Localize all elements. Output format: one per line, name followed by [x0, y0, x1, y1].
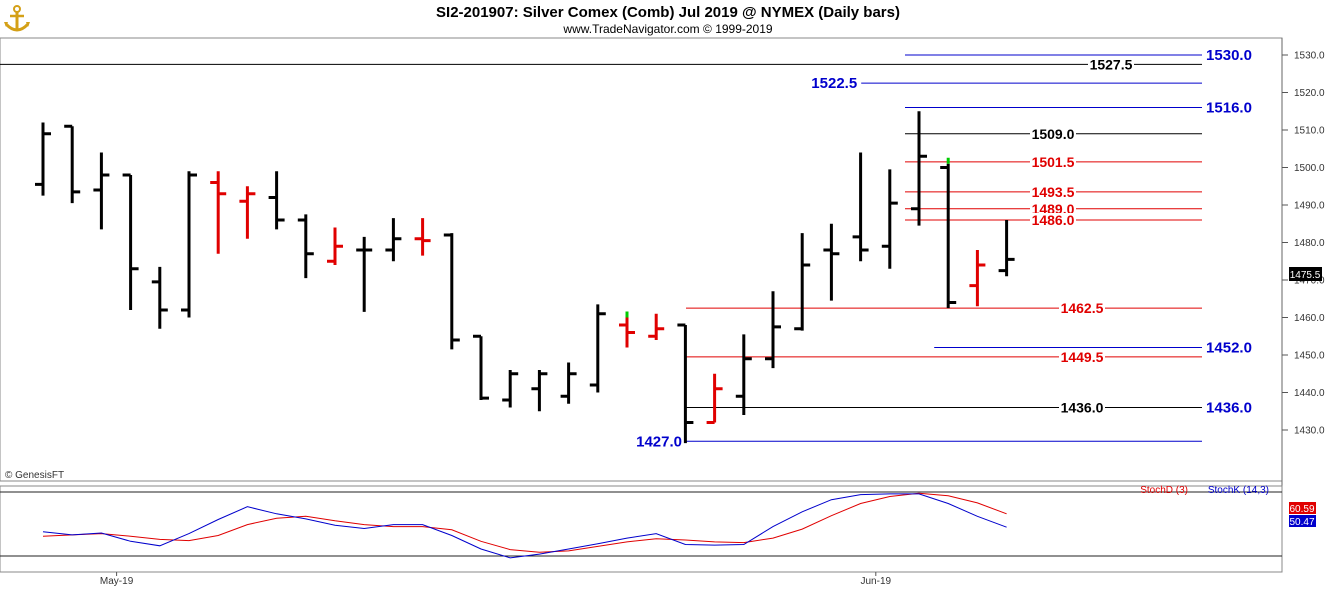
ohlc-bar: [239, 186, 256, 239]
date-tick-label: Jun-19: [861, 576, 892, 587]
price-tick-label: 1440.0: [1294, 388, 1325, 399]
stochk-last-value: 50.47: [1289, 517, 1314, 528]
ohlc-bar: [765, 291, 781, 369]
chart-subtitle: www.TradeNavigator.com © 1999-2019: [562, 22, 772, 36]
ohlc-bar: [414, 218, 431, 256]
level-label: 1509.0: [1032, 126, 1075, 142]
stoch-layer: [42, 492, 1007, 559]
last-price-label: 1475.5: [1290, 270, 1321, 281]
ohlc-bar: [969, 250, 986, 307]
ohlc-bar: [531, 370, 548, 412]
level-label: 1516.0: [1206, 100, 1252, 117]
level-label: 1527.5: [1090, 56, 1133, 72]
ohlc-bar: [297, 214, 314, 279]
level-label-bg: [1059, 349, 1105, 364]
ohlc-bar: [677, 323, 694, 444]
level-label: 1489.0: [1032, 201, 1075, 217]
ohlc-bar: [93, 152, 110, 230]
stochk-value-box: [1289, 515, 1316, 527]
ohlc-bar: [443, 233, 460, 350]
stoch-line: [42, 492, 1007, 553]
date-tick-label: May-19: [100, 576, 134, 587]
ohlc-bar: [881, 169, 898, 269]
price-tick-label: 1450.0: [1294, 351, 1325, 362]
ohlc-bar: [473, 334, 489, 400]
level-label-bg: [1059, 400, 1105, 415]
price-tick-label: 1430.0: [1294, 426, 1325, 437]
bars-layer: [35, 111, 1015, 444]
level-label-bg: [1059, 301, 1105, 316]
ohlc-bar: [998, 220, 1015, 277]
level-label: 1462.5: [1061, 300, 1104, 316]
ohlc-bar: [735, 334, 752, 415]
stochastic-panel: [0, 485, 1283, 573]
watermark: © GenesisFT: [5, 470, 64, 481]
level-label: 1452.0: [1206, 340, 1252, 357]
level-label: 1436.0: [1061, 400, 1104, 416]
ohlc-bar: [560, 362, 577, 404]
level-label-bg: [1030, 126, 1076, 141]
legend-stochk: StochK (14,3): [1208, 485, 1269, 496]
ohlc-bar: [852, 152, 869, 262]
stochd-last-value: 60.59: [1289, 504, 1314, 515]
price-tick-label: 1460.0: [1294, 313, 1325, 324]
ohlc-bar: [940, 163, 957, 309]
ohlc-bar: [268, 171, 285, 230]
level-label-bg: [1030, 201, 1076, 216]
level-label: 1522.5: [811, 75, 857, 92]
stoch-line: [42, 493, 1007, 559]
chart-title: SI2-201907: Silver Comex (Comb) Jul 2019…: [436, 4, 900, 21]
ohlc-bar: [589, 304, 606, 393]
level-label: 1486.0: [1032, 212, 1075, 228]
price-tick-label: 1510.0: [1294, 126, 1325, 137]
anchor-logo-icon: [4, 5, 30, 32]
levels-layer: 1530.0 1527.5 1522.5 1516.0 1509.0 1501.5 1493…: [0, 47, 1252, 450]
ohlc-bar: [385, 218, 402, 262]
level-label: 1427.0: [636, 433, 682, 450]
level-label: 1493.5: [1032, 184, 1075, 200]
level-label-bg: [1030, 213, 1076, 227]
level-label: 1436.0: [1206, 400, 1252, 417]
legend-stochd: StochD (3): [1140, 485, 1188, 496]
ohlc-bar: [911, 111, 927, 226]
level-label: 1530.0: [1206, 47, 1252, 64]
ohlc-bar: [64, 124, 81, 204]
ohlc-bar: [122, 173, 139, 310]
level-label: 1501.5: [1032, 154, 1075, 170]
ohlc-bar: [151, 266, 168, 329]
ohlc-bar: [327, 227, 343, 265]
price-tick-label: 1520.0: [1294, 88, 1325, 99]
ohlc-bar: [210, 171, 227, 254]
level-label-bg: [1030, 184, 1076, 199]
price-tick-label: 1530.0: [1294, 51, 1325, 62]
last-price-box: [1289, 267, 1322, 281]
ohlc-bar: [35, 122, 51, 196]
level-label-bg: [1088, 57, 1134, 72]
ohlc-bar: [502, 370, 519, 408]
price-axis: [1282, 38, 1336, 481]
level-label-bg: [1030, 154, 1076, 169]
ohlc-bar: [619, 317, 635, 348]
level-label: 1449.5: [1061, 349, 1104, 365]
price-tick-label: 1490.0: [1294, 201, 1325, 212]
ohlc-bar: [823, 223, 840, 301]
ohlc-bar: [356, 236, 373, 312]
ohlc-bar: [794, 233, 811, 331]
ohlc-bar: [181, 171, 197, 318]
price-tick-label: 1480.0: [1294, 238, 1325, 249]
price-tick-label: 1500.0: [1294, 163, 1325, 174]
ohlc-bar: [648, 313, 665, 340]
stochd-value-box: [1289, 502, 1316, 514]
date-axis: May-19 Jun-19: [100, 572, 892, 587]
ohlc-bar: [706, 373, 723, 424]
